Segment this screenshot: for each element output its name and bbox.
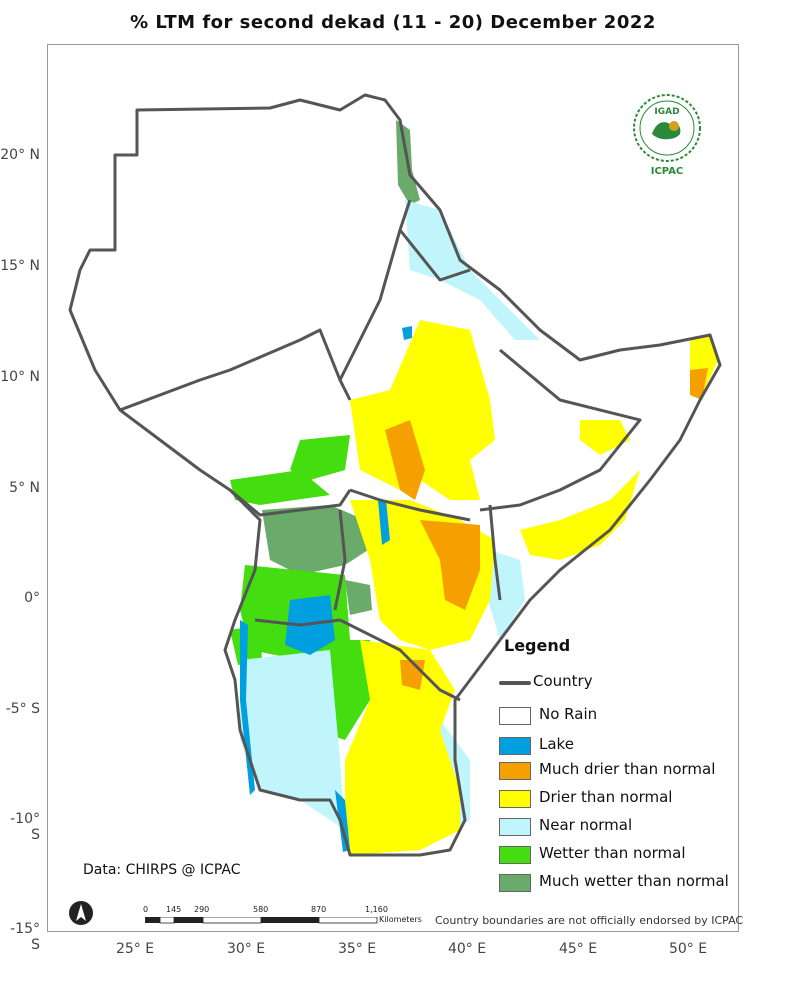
scale-unit: Kilometers bbox=[379, 915, 422, 924]
scale-label: 1,160 bbox=[365, 905, 388, 914]
border-kenya-somalia bbox=[488, 504, 502, 601]
border-sudan-ethiopia bbox=[338, 199, 412, 381]
legend-label: Near normal bbox=[539, 816, 633, 834]
disclaimer: Country boundaries are not officially en… bbox=[435, 914, 744, 927]
lon-label: 25° E bbox=[115, 941, 155, 957]
map-title: % LTM for second dekad (11 - 20) Decembe… bbox=[130, 12, 656, 33]
wetter-zone-car bbox=[230, 470, 330, 505]
svg-text:IGAD: IGAD bbox=[654, 107, 679, 117]
drier-zone-somali-east bbox=[580, 420, 630, 455]
border-ssudan-drc bbox=[229, 488, 352, 517]
border-drc-uganda bbox=[333, 509, 347, 611]
igad-icpac-logo: IGAD ICPAC bbox=[633, 94, 701, 177]
scale-label: 0 bbox=[143, 905, 149, 914]
lon-label: 40° E bbox=[447, 941, 487, 957]
much-wetter-zone-congo bbox=[262, 505, 368, 575]
legend-swatch-no-rain bbox=[499, 707, 531, 725]
legend-swatch-wetter bbox=[499, 846, 531, 864]
data-credit: Data: CHIRPS @ ICPAC bbox=[83, 862, 241, 878]
legend-swatch-much-wetter bbox=[499, 874, 531, 892]
near-normal-zone-zambia bbox=[240, 650, 345, 830]
border-ethiopia-somalia bbox=[479, 348, 642, 512]
border-tanzania-south bbox=[254, 618, 341, 627]
lat-label: -15° S bbox=[10, 921, 40, 953]
lat-label: 15° N bbox=[0, 258, 40, 274]
border-eritrea bbox=[398, 229, 471, 282]
wetter-zone-ssudan bbox=[290, 435, 350, 480]
legend-country-swatch bbox=[499, 681, 531, 685]
legend-swatch-near-normal bbox=[499, 818, 531, 836]
legend-title: Legend bbox=[504, 636, 571, 655]
scale-label: 145 bbox=[166, 905, 182, 914]
lat-label: -10° S bbox=[10, 811, 40, 843]
drier-zone-ethiopia bbox=[350, 320, 495, 500]
country-borders bbox=[68, 93, 722, 857]
much-wetter-zone-uganda bbox=[345, 580, 372, 615]
legend-label: Lake bbox=[539, 735, 574, 753]
lon-label: 35° E bbox=[337, 941, 377, 957]
border-kenya-tanzania bbox=[339, 618, 461, 702]
much-drier-zone-kenya bbox=[420, 520, 480, 610]
legend-label: Drier than normal bbox=[539, 788, 673, 806]
drier-zone-somalia bbox=[520, 470, 640, 560]
legend-swatch-much-drier bbox=[499, 762, 531, 780]
border-ssudan-kenya bbox=[349, 488, 471, 522]
legend-swatch-drier bbox=[499, 790, 531, 808]
lake-tana bbox=[402, 326, 412, 340]
lon-label: 50° E bbox=[668, 941, 708, 957]
near-normal-zone-kenya-coast bbox=[488, 550, 525, 640]
lon-label: 45° E bbox=[558, 941, 598, 957]
legend-label: Wetter than normal bbox=[539, 844, 686, 862]
legend-swatch-lake bbox=[499, 737, 531, 755]
legend-label: Much wetter than normal bbox=[539, 872, 729, 890]
legend-country-label: Country bbox=[533, 672, 593, 690]
lake-tanganyika bbox=[240, 620, 255, 795]
lat-label: 0° bbox=[24, 590, 40, 606]
border-region-outline bbox=[68, 93, 722, 857]
scale-label: 290 bbox=[194, 905, 210, 914]
lon-label: 30° E bbox=[226, 941, 266, 957]
near-normal-zone-sudan-east bbox=[405, 200, 540, 340]
north-arrow-icon bbox=[69, 901, 93, 925]
lat-label: 5° N bbox=[9, 480, 40, 496]
much-drier-zone-ethiopia bbox=[385, 420, 425, 500]
drier-zone-tanzania bbox=[345, 640, 460, 855]
scale-label: 870 bbox=[311, 905, 327, 914]
legend-label: Much drier than normal bbox=[539, 760, 716, 778]
scale-label: 580 bbox=[253, 905, 269, 914]
drier-zones bbox=[345, 320, 718, 855]
lat-label: 20° N bbox=[0, 147, 40, 163]
lat-label: 10° N bbox=[0, 369, 40, 385]
legend-label: No Rain bbox=[539, 705, 598, 723]
lat-label: -5° S bbox=[5, 701, 40, 717]
border-sudan-ssudan bbox=[119, 328, 352, 412]
svg-text:ICPAC: ICPAC bbox=[651, 166, 684, 177]
lake-turkana bbox=[378, 500, 390, 545]
scale-bar-graphic bbox=[145, 917, 378, 924]
